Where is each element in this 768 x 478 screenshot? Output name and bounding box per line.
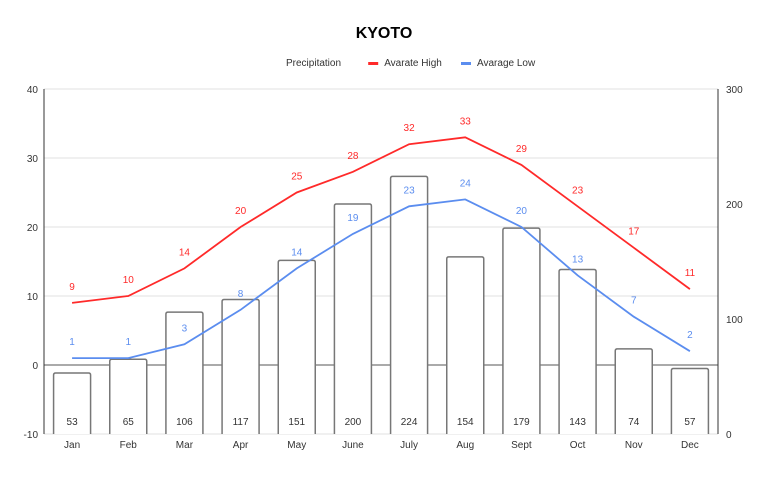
x-axis-tick-label: Apr [233,440,249,451]
bar-value-label: 224 [401,417,418,428]
x-axis-tick-label: Aug [456,440,474,451]
x-axis-tick-label: May [287,440,306,451]
bar-value-label: 151 [288,417,305,428]
precipitation-bar [670,367,710,434]
bar-value-label: 179 [513,417,530,428]
precipitation-bar [502,227,541,434]
precipitation-bar [389,175,429,434]
x-axis-tick-label: Sept [511,440,532,451]
line-value-label: 25 [291,172,303,183]
bar-value-label: 106 [176,417,193,428]
line-value-label: 20 [516,206,528,217]
bar-value-label: 143 [569,417,586,428]
precipitation-bar [52,372,92,434]
line-value-label: 23 [572,185,584,196]
x-axis-tick-label: Mar [176,440,194,451]
line-value-label: 32 [404,123,416,134]
line-value-label: 10 [123,275,135,286]
legend-item: Precipitation [286,58,341,69]
line-value-label: 1 [125,337,131,348]
left-axis-tick-label: 30 [27,154,39,165]
line-value-label: 9 [69,282,75,293]
line-value-label: 24 [460,178,472,189]
line-value-label: 17 [628,227,640,238]
left-axis-tick-label: -10 [24,430,39,441]
bar-value-label: 53 [67,417,79,428]
line-value-label: 19 [347,213,359,224]
left-axis-tick-label: 20 [27,223,39,234]
line-avarate-high [71,136,691,304]
line-value-label: 3 [182,323,188,334]
precipitation-bars [52,175,710,434]
precipitation-bar [221,298,260,434]
bar-value-label: 200 [345,417,362,428]
x-axis-tick-label: Nov [625,440,643,451]
axes: -10 0 10 20 30 40 0 100 200 300 Jan Feb Mar Apr May Jun… [24,85,744,451]
bar-value-label: 154 [457,417,474,428]
line-avarage-low [72,198,691,360]
precipitation-bar [614,348,653,434]
line-value-label: 7 [631,296,637,307]
line-value-label: 2 [687,330,693,341]
left-axis-tick-label: 10 [27,292,39,303]
chart-title: KYOTO [356,25,413,42]
x-axis-tick-label: Dec [681,440,699,451]
line-value-label: 23 [404,185,416,196]
precipitation-bar [109,358,148,434]
line-value-label: 28 [347,151,359,162]
bar-value-label: 57 [684,417,696,428]
precipitation-bar [165,311,204,434]
line-value-label: 33 [460,116,472,127]
x-axis-tick-label: June [342,440,364,451]
right-axis-tick-label: 0 [726,430,732,441]
data-labels: 53 65 106 117 151 200 224 154 179 143 74 5791014202… [67,116,696,428]
left-axis-tick-label: 0 [32,361,38,372]
left-axis-tick-label: 40 [27,85,39,96]
legend-item: Avarage Low [477,58,536,69]
line-value-label: 14 [179,247,191,258]
legend: Precipitation Avarate High Avarage Low [286,58,536,69]
right-axis-tick-label: 200 [726,200,743,211]
temperature-lines [71,136,691,360]
line-value-label: 14 [291,247,303,258]
line-value-label: 11 [685,268,696,279]
legend-item: Avarate High [384,58,442,69]
x-axis-tick-label: Feb [120,440,138,451]
precipitation-bar [446,256,485,434]
legend-swatch [368,62,379,65]
line-value-label: 8 [238,289,244,300]
precipitation-bar [333,203,373,434]
x-axis-tick-label: Jan [64,440,80,451]
right-axis-tick-label: 300 [726,85,743,96]
bar-value-label: 74 [628,417,640,428]
right-axis-tick-label: 100 [726,315,743,326]
precipitation-bar [558,268,597,434]
bar-value-label: 117 [233,417,249,428]
line-value-label: 13 [572,254,584,265]
x-axis-tick-label: July [400,440,418,451]
legend-swatch [461,62,471,65]
line-value-label: 20 [235,206,247,217]
x-axis-tick-label: Oct [570,440,586,451]
bar-value-label: 65 [123,417,135,428]
line-value-label: 1 [69,337,75,348]
precipitation-bar [277,259,316,434]
line-value-label: 29 [516,144,528,155]
